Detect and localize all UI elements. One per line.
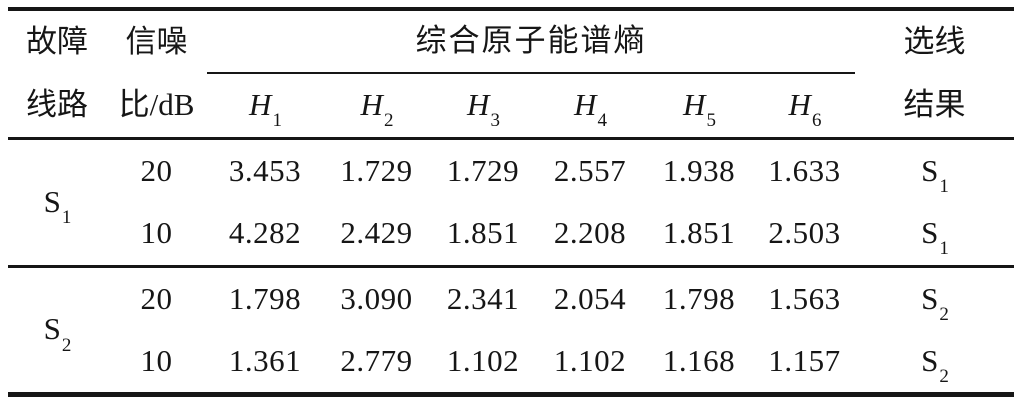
h1-subscript: 1 [272,110,282,132]
header-fault-line-2: 线路 [8,73,106,140]
cell-result: S2 [855,330,1014,394]
cell-h6: 1.633 [768,152,841,188]
table-row: 10 1.361 2.779 1.102 1.102 1.168 1.157 S… [8,330,1014,394]
header-snr-line-1: 信噪 [125,23,188,59]
header-result-line-2: 结果 [855,73,1014,140]
result-symbol: S [921,280,939,316]
header-snr-line-2: 比/dB [106,73,207,140]
cell-snr: 10 [106,202,207,268]
cell-h1: 1.361 [228,342,302,378]
header-h2: H2 [323,73,430,140]
cell-group-label-s1: S1 [8,138,106,268]
cell-result: S1 [855,202,1014,268]
cell-snr: 20 [140,152,173,188]
cell-h2: 2.429 [323,202,430,268]
cell-h6: 1.157 [768,342,841,378]
cell-h1: 3.453 [228,152,302,188]
cell-h6: 2.503 [754,202,855,268]
cell-h2: 2.779 [340,342,413,378]
cell-snr: 20 [140,280,173,316]
s1-symbol: S [43,183,61,219]
h4-symbol: H [574,87,597,123]
h4-subscript: 4 [597,110,607,132]
s2-subscript: 2 [61,334,72,356]
cell-h3: 1.102 [446,342,520,378]
result-symbol: S [921,215,939,251]
cell-h5: 1.938 [662,152,736,188]
header-h6: H6 [754,73,855,140]
h2-symbol: H [360,87,383,123]
result-subscript: 2 [939,365,949,387]
header-row-top: 故障 信噪 综合原子能谱熵 选线 [8,9,1014,74]
cell-h4: 2.054 [553,280,627,316]
cell-h1: 4.282 [207,202,323,268]
s2-symbol: S [43,311,61,347]
header-spanner-entropy: 综合原子能谱熵 [207,9,855,74]
header-row-bottom: 线路 比/dB H1 H2 H3 H4 H5 H6 结果 [8,73,1014,140]
header-h4: H4 [536,73,644,140]
cell-h5: 1.168 [662,342,736,378]
cell-snr: 10 [140,342,173,378]
cell-h2: 3.090 [340,280,413,316]
result-subscript: 1 [939,238,949,260]
h3-subscript: 3 [490,110,500,132]
table-row: S1 20 3.453 1.729 1.729 2.557 1.938 1.63… [8,138,1014,268]
cell-h1: 1.798 [228,280,302,316]
cell-h4: 1.102 [553,342,627,378]
cell-h2: 1.729 [340,152,413,188]
h6-subscript: 6 [811,110,822,132]
s1-subscript: 1 [61,207,72,229]
result-subscript: 1 [939,175,949,197]
result-symbol: S [921,152,939,188]
cell-h5: 1.851 [644,202,754,268]
header-h1: H1 [207,73,323,140]
cell-group-label-s2: S2 [8,266,106,394]
table-row: 10 4.282 2.429 1.851 2.208 1.851 2.503 S… [8,202,1014,268]
header-h3: H3 [430,73,536,140]
cell-result: S2 [855,266,1014,330]
cell-result: S1 [855,138,1014,202]
cell-h3: 2.341 [446,280,520,316]
h5-subscript: 5 [706,110,716,132]
cell-h6: 1.563 [768,280,841,316]
header-result-line-1: 选线 [903,23,966,59]
cell-h3: 1.851 [430,202,536,268]
h5-symbol: H [683,87,706,123]
cell-h5: 1.798 [662,280,736,316]
entropy-results-table: 故障 信噪 综合原子能谱熵 选线 线路 比/dB H1 H2 H3 H4 H5 … [8,7,1014,397]
header-fault-line-1: 故障 [26,23,88,59]
h1-symbol: H [249,87,272,123]
cell-h4: 2.557 [553,152,627,188]
result-subscript: 2 [939,303,949,325]
h3-symbol: H [467,87,490,123]
cell-h3: 1.729 [446,152,520,188]
h2-subscript: 2 [383,110,394,132]
header-h5: H5 [644,73,754,140]
table-row: S2 20 1.798 3.090 2.341 2.054 1.798 1.56… [8,266,1014,354]
cell-h4: 2.208 [536,202,644,268]
result-symbol: S [921,342,939,378]
h6-symbol: H [788,87,811,123]
